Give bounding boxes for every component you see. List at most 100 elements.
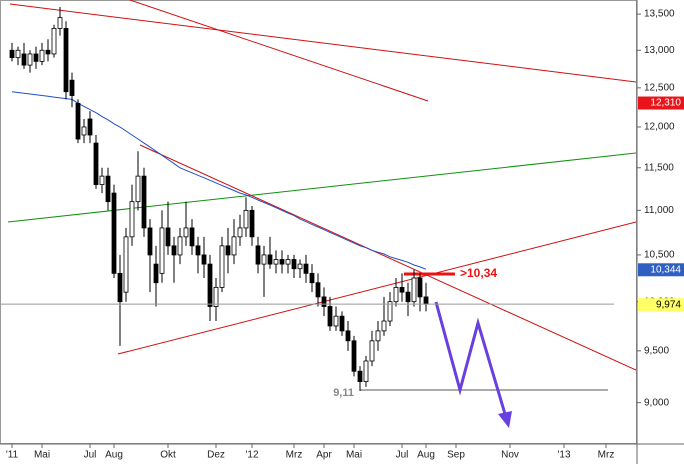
candle-body xyxy=(213,287,219,307)
candle-body xyxy=(339,315,345,332)
candle-body xyxy=(321,296,327,307)
candle-body xyxy=(27,53,33,66)
candle-body xyxy=(33,53,39,62)
candle-body xyxy=(255,245,261,265)
candle-body xyxy=(333,315,339,327)
candle-body xyxy=(285,259,291,265)
candle-body xyxy=(207,263,213,307)
candle-body xyxy=(63,27,69,93)
x-tick-label: Aug xyxy=(417,450,435,461)
candle-body xyxy=(165,227,171,247)
x-tick-label: '11 xyxy=(6,450,19,461)
price-label-box xyxy=(638,96,684,110)
annotation: 9,11 xyxy=(333,387,354,399)
candle-body xyxy=(57,17,63,29)
moving-average xyxy=(11,91,427,270)
y-tick-label: 12,000 xyxy=(644,122,675,133)
candle-body xyxy=(171,245,177,256)
candle-body xyxy=(189,227,195,247)
candle-body xyxy=(231,236,237,256)
y-tick-label: 11,000 xyxy=(644,205,674,216)
trend-lines xyxy=(7,0,637,391)
x-tick-label: '12 xyxy=(245,450,258,461)
candle-body xyxy=(417,277,423,298)
candle-body xyxy=(357,370,363,382)
candle-body xyxy=(303,263,309,274)
trend-line xyxy=(129,0,429,102)
trend-line xyxy=(117,221,637,355)
candle-body xyxy=(399,287,405,293)
candle-body xyxy=(381,320,387,332)
y-tick-label: 11,500 xyxy=(644,162,674,173)
price-label-box xyxy=(638,263,684,277)
candle-body xyxy=(21,53,27,66)
x-tick-label: Dez xyxy=(207,450,225,461)
x-tick-label: Mrz xyxy=(286,450,303,461)
candle-body xyxy=(249,209,255,238)
candle-body xyxy=(105,175,111,203)
forecast-arrow xyxy=(434,301,512,428)
candle-body xyxy=(201,254,207,265)
x-tick-label: Sep xyxy=(447,450,465,461)
annotation: >10,34 xyxy=(460,266,497,280)
candle-body xyxy=(351,340,357,372)
candle-body xyxy=(177,236,183,256)
candle-body xyxy=(393,287,399,303)
candle-body xyxy=(405,291,411,303)
candle-body xyxy=(69,79,75,96)
candle-body xyxy=(9,49,15,59)
candle-body xyxy=(111,192,117,274)
x-tick-label: '13 xyxy=(557,450,570,461)
x-tick-label: Jul xyxy=(84,450,97,461)
candle-body xyxy=(153,263,159,284)
candle-body xyxy=(291,259,297,270)
price-label: 10,344 xyxy=(650,264,681,275)
candle-body xyxy=(45,49,51,55)
x-tick-label: Mai xyxy=(34,450,50,461)
candle-body xyxy=(51,27,57,55)
candle-body xyxy=(135,175,141,203)
candle-body xyxy=(219,245,225,288)
candle-body xyxy=(387,301,393,322)
x-tick-label: Mai xyxy=(346,450,362,461)
candle-body xyxy=(267,254,273,265)
candle-body xyxy=(87,118,93,136)
x-tick-label: Apr xyxy=(316,450,332,461)
candle-body xyxy=(423,296,429,305)
candle-body xyxy=(243,209,249,229)
x-tick-label: Mrz xyxy=(598,450,615,461)
candle-body xyxy=(123,236,129,293)
x-tick-label: Aug xyxy=(105,450,123,461)
candle-body xyxy=(141,175,147,229)
y-tick-label: 13,500 xyxy=(644,9,675,20)
candle-body xyxy=(375,330,381,342)
candle-body xyxy=(261,254,267,265)
x-tick-label: Okt xyxy=(160,450,176,461)
candle-body xyxy=(363,360,369,382)
candle-body xyxy=(297,263,303,270)
candle-body xyxy=(75,102,81,140)
candle-body xyxy=(15,49,21,59)
trend-line xyxy=(139,144,637,371)
price-label-box xyxy=(638,298,684,312)
candle-body xyxy=(369,340,375,362)
candle-body xyxy=(411,277,417,303)
candle-body xyxy=(237,227,243,238)
price-label: 9,974 xyxy=(656,299,681,310)
candle-body xyxy=(99,175,105,185)
candle-body xyxy=(39,49,45,62)
trend-line xyxy=(9,3,637,83)
candle-body xyxy=(309,272,315,284)
candle-body xyxy=(279,259,285,265)
forecast-path xyxy=(434,301,507,415)
candle-body xyxy=(129,201,135,238)
candle-body xyxy=(273,259,279,265)
candle-body xyxy=(147,227,153,256)
arrow-head xyxy=(498,411,512,428)
y-tick-label: 9,000 xyxy=(644,397,669,408)
candle-body xyxy=(315,282,321,298)
y-tick-label: 13,000 xyxy=(644,45,675,56)
candle-body xyxy=(117,272,123,303)
candle-body xyxy=(225,245,231,256)
